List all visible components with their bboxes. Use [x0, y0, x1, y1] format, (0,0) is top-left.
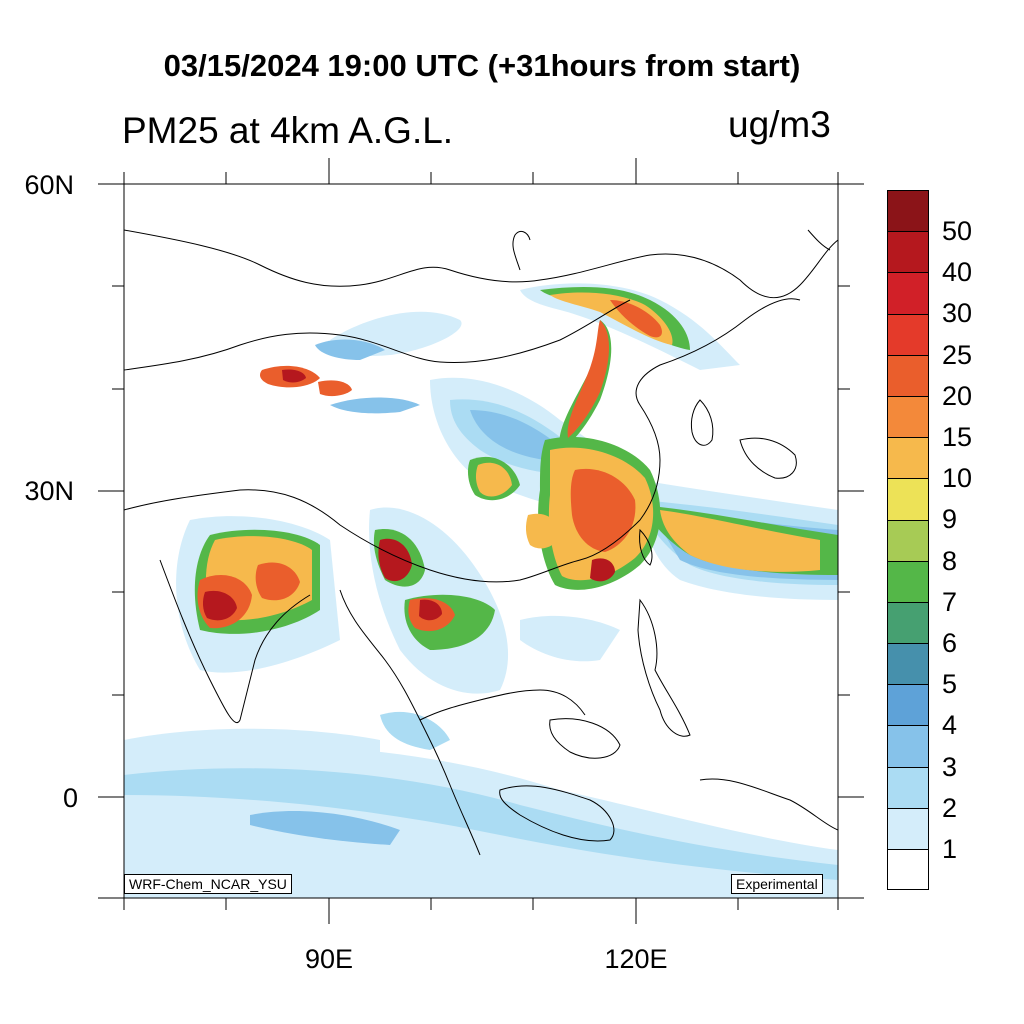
colorbar-tick-label: 20	[942, 380, 973, 411]
colorbar-swatch	[887, 560, 929, 602]
colorbar-swatch	[887, 437, 929, 479]
colorbar-tick-label: 10	[942, 463, 973, 494]
colorbar-swatch	[887, 190, 929, 232]
colorbar-tick-label: 30	[942, 298, 973, 329]
colorbar-swatch	[887, 849, 929, 891]
lat-label-60n: 60N	[24, 170, 74, 200]
colorbar-tick-label: 4	[942, 710, 958, 741]
colorbar-swatch	[887, 725, 929, 767]
units-label: ug/m3	[728, 104, 831, 145]
colorbar-tick-label: 6	[942, 628, 958, 658]
model-label: WRF-Chem_NCAR_YSU	[124, 874, 292, 894]
colorbar-tick-label: 9	[942, 504, 958, 535]
variable-label: PM25 at 4km A.G.L.	[122, 110, 454, 151]
colorbar-swatch	[887, 313, 929, 355]
colorbar-swatch	[887, 519, 929, 561]
colorbar-swatch	[887, 684, 929, 726]
lon-label-90e: 90E	[304, 944, 354, 974]
concentration-field	[124, 229, 838, 898]
colorbar-swatch	[887, 395, 929, 438]
map-frame	[98, 158, 864, 924]
colorbar-swatch	[887, 766, 929, 808]
colorbar-swatch	[887, 354, 929, 396]
colorbar-swatch	[887, 601, 929, 644]
colorbar	[887, 190, 929, 891]
colorbar-swatch	[887, 478, 929, 520]
colorbar-tick-label: 1	[942, 834, 958, 864]
colorbar-tick-label: 8	[942, 545, 958, 576]
colorbar-tick-label: 40	[942, 257, 973, 288]
colorbar-tick-label: 50	[942, 216, 973, 246]
colorbar-swatch	[887, 807, 929, 849]
colorbar-tick-label: 7	[942, 586, 958, 617]
colorbar-swatch	[887, 231, 929, 273]
lat-label-30n: 30N	[24, 476, 74, 506]
lon-label-120e: 120E	[604, 944, 668, 974]
colorbar-tick-label: 3	[942, 751, 958, 782]
colorbar-tick-label: 5	[942, 669, 958, 700]
colorbar-tick-label: 25	[942, 339, 973, 370]
experimental-label: Experimental	[731, 874, 823, 894]
colorbar-tick-label: 15	[942, 422, 973, 452]
colorbar-swatch	[887, 272, 929, 314]
colorbar-tick-label: 2	[942, 792, 958, 823]
map-title: 03/15/2024 19:00 UTC (+31hours from star…	[163, 48, 801, 83]
colorbar-swatch	[887, 643, 929, 685]
lat-label-0: 0	[62, 783, 78, 813]
